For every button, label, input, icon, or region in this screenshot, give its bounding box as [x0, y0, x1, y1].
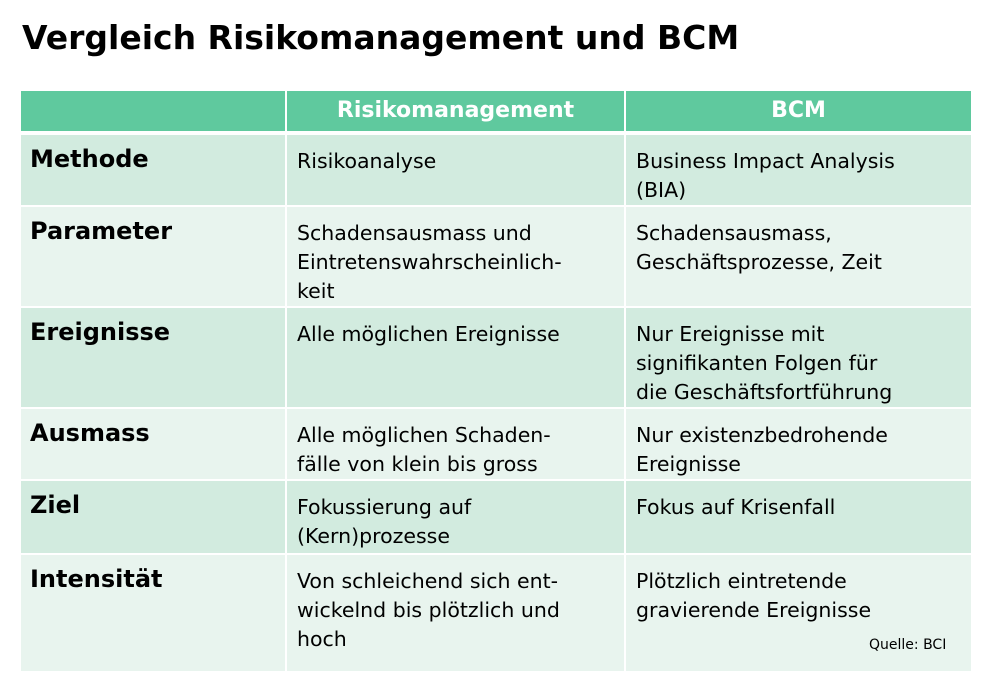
risk-cell-ziel: Fokussierung auf (Kern)prozesse [285, 479, 626, 555]
table-row: Ziel Fokussierung auf (Kern)prozesse Fok… [19, 479, 973, 555]
row-label-ziel: Ziel [19, 479, 287, 555]
table-row: Ausmass Alle möglichen Schaden- fälle vo… [19, 407, 973, 481]
risk-cell-ausmass: Alle möglichen Schaden- fälle von klein … [285, 407, 626, 481]
bcm-cell-parameter: Schadensausmass, Geschäftsprozesse, Zeit [624, 205, 973, 308]
cell-line: Schadensausmass, [636, 221, 832, 245]
cell-line: Nur existenzbedrohende [636, 423, 888, 447]
cell-line: Fokus auf Krisenfall [636, 495, 836, 519]
cell-line: Business Impact Analysis [636, 149, 895, 173]
row-label-ereignisse: Ereignisse [19, 306, 287, 409]
cell-line: gravierende Ereignisse [636, 598, 872, 622]
cell-line: Eintretenswahrscheinlich- [297, 250, 562, 274]
row-label-methode: Methode [19, 132, 287, 207]
cell-line: Von schleichend sich ent- [297, 569, 559, 593]
header-cell-empty [19, 89, 287, 135]
row-label-intensitaet: Intensität [19, 553, 287, 673]
table-row: Intensität Von schleichend sich ent- wic… [19, 553, 973, 673]
cell-line: hoch [297, 627, 347, 651]
risk-cell-parameter: Schadensausmass und Eintretenswahrschein… [285, 205, 626, 308]
bcm-cell-ausmass: Nur existenzbedrohende Ereignisse [624, 407, 973, 481]
header-cell-risikomanagement: Risikomanagement [285, 89, 626, 135]
bcm-cell-methode: Business Impact Analysis (BIA) [624, 132, 973, 207]
cell-line: wickelnd bis plötzlich und [297, 598, 560, 622]
table-row: Ereignisse Alle möglichen Ereignisse Nur… [19, 306, 973, 409]
row-label-ausmass: Ausmass [19, 407, 287, 481]
page-title: Vergleich Risikomanagement und BCM [22, 18, 740, 57]
cell-line: Plötzlich eintretende [636, 569, 847, 593]
cell-line: Risikoanalyse [297, 149, 437, 173]
cell-line: fälle von klein bis gross [297, 452, 538, 476]
risk-cell-intensitaet: Von schleichend sich ent- wickelnd bis p… [285, 553, 626, 673]
cell-line: Alle möglichen Ereignisse [297, 322, 560, 346]
risk-cell-ereignisse: Alle möglichen Ereignisse [285, 306, 626, 409]
bcm-cell-intensitaet: Plötzlich eintretende gravierende Ereign… [624, 553, 973, 673]
header-cell-bcm: BCM [624, 89, 973, 135]
cell-line: Fokussierung auf [297, 495, 472, 519]
table-row: Parameter Schadensausmass und Eintretens… [19, 205, 973, 308]
cell-line: (BIA) [636, 178, 687, 202]
cell-line: Nur Ereignisse mit [636, 322, 825, 346]
cell-line: Alle möglichen Schaden- [297, 423, 551, 447]
cell-line: die Geschäftsfortführung [636, 380, 893, 404]
cell-line: Geschäftsprozesse, Zeit [636, 250, 882, 274]
cell-line: signifikanten Folgen für [636, 351, 878, 375]
bcm-cell-ereignisse: Nur Ereignisse mit signifikanten Folgen … [624, 306, 973, 409]
table-row: Methode Risikoanalyse Business Impact An… [19, 132, 973, 207]
comparison-table: Risikomanagement BCM Methode Risikoanaly… [19, 89, 973, 673]
table-header-row: Risikomanagement BCM [19, 89, 973, 135]
cell-line: Schadensausmass und [297, 221, 532, 245]
source-note: Quelle: BCI [869, 637, 947, 653]
cell-line: Ereignisse [636, 452, 741, 476]
bcm-cell-ziel: Fokus auf Krisenfall [624, 479, 973, 555]
cell-line: (Kern)prozesse [297, 524, 450, 548]
cell-line: keit [297, 279, 335, 303]
risk-cell-methode: Risikoanalyse [285, 132, 626, 207]
row-label-parameter: Parameter [19, 205, 287, 308]
